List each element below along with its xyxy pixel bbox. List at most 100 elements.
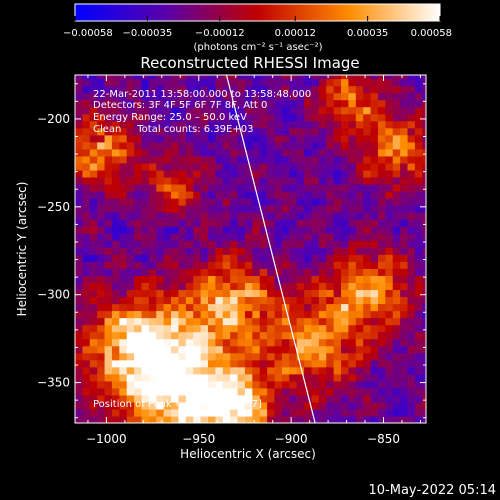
- heatmap-cell: [259, 155, 268, 164]
- heatmap-cell: [171, 401, 180, 410]
- heatmap-cell: [200, 352, 209, 361]
- heatmap-cell: [97, 282, 106, 291]
- heatmap-cell: [148, 408, 157, 417]
- heatmap-cell: [259, 113, 268, 122]
- heatmap-cell: [222, 148, 231, 157]
- heatmap-cell: [200, 120, 209, 129]
- heatmap-cell: [222, 191, 231, 199]
- heatmap-cell: [274, 233, 283, 241]
- heatmap-cell: [414, 75, 423, 80]
- heatmap-cell: [104, 92, 113, 101]
- heatmap-cell: [333, 75, 342, 80]
- heatmap-cell: [385, 233, 394, 241]
- heatmap-cell: [89, 183, 98, 192]
- heatmap-cell: [244, 338, 253, 347]
- heatmap-cell: [392, 415, 401, 423]
- heatmap-cell: [208, 75, 216, 80]
- heatmap-cell: [333, 240, 342, 248]
- heatmap-cell: [208, 183, 216, 192]
- heatmap-cell: [414, 261, 423, 269]
- heatmap-cell: [385, 92, 394, 101]
- heatmap-cell: [111, 380, 120, 389]
- heatmap-cell: [185, 275, 194, 283]
- heatmap-cell: [326, 394, 335, 403]
- heatmap-cell: [178, 240, 187, 248]
- heatmap-cell: [141, 401, 150, 410]
- heatmap-cell: [363, 317, 372, 326]
- heatmap-cell: [333, 415, 342, 423]
- heatmap-cell: [222, 261, 231, 269]
- heatmap-cell: [163, 254, 172, 262]
- heatmap-cell: [274, 408, 283, 417]
- heatmap-cell: [208, 169, 216, 178]
- heatmap-cell: [348, 226, 357, 234]
- heatmap-cell: [333, 401, 342, 410]
- heatmap-cell: [259, 366, 268, 375]
- heatmap-cell: [215, 401, 224, 410]
- heatmap-cell: [244, 366, 253, 375]
- heatmap-cell: [97, 289, 106, 298]
- heatmap-cell: [392, 331, 401, 340]
- heatmap-cell: [414, 275, 423, 283]
- heatmap-cell: [385, 373, 394, 382]
- heatmap-cell: [237, 310, 246, 319]
- heatmap-cell: [355, 162, 364, 171]
- heatmap-cell: [148, 359, 157, 368]
- heatmap-cell: [326, 401, 335, 410]
- heatmap-cell: [126, 275, 135, 283]
- heatmap-cell: [119, 106, 128, 115]
- heatmap-cell: [400, 106, 409, 115]
- heatmap-cell: [200, 148, 209, 157]
- heatmap-cell: [385, 127, 394, 136]
- heatmap-cell: [215, 324, 224, 333]
- heatmap-cell: [341, 212, 350, 220]
- heatmap-cell: [193, 359, 202, 368]
- heatmap-cell: [126, 317, 135, 326]
- heatmap-cell: [377, 120, 386, 129]
- heatmap-cell: [171, 127, 180, 136]
- heatmap-cell: [407, 198, 416, 206]
- heatmap-cell: [259, 331, 268, 340]
- heatmap-cell: [341, 78, 350, 87]
- heatmap-cell: [377, 247, 386, 255]
- heatmap-cell: [156, 289, 165, 298]
- heatmap-cell: [134, 366, 143, 375]
- heatmap-cell: [318, 106, 327, 115]
- heatmap-cell: [244, 282, 253, 291]
- heatmap-cell: [289, 155, 298, 164]
- heatmap-cell: [156, 380, 165, 389]
- heatmap-cell: [171, 366, 180, 375]
- heatmap-cell: [422, 226, 426, 234]
- heatmap-cell: [178, 219, 187, 227]
- heatmap-cell: [222, 303, 231, 312]
- heatmap-cell: [385, 212, 394, 220]
- heatmap-cell: [274, 198, 283, 206]
- heatmap-cell: [200, 359, 209, 368]
- heatmap-cell: [281, 247, 290, 255]
- heatmap-cell: [400, 183, 409, 192]
- heatmap-cell: [311, 338, 320, 347]
- heatmap-cell: [304, 268, 313, 276]
- heatmap-cell: [244, 296, 253, 305]
- heatmap-cell: [193, 317, 202, 326]
- heatmap-cell: [208, 401, 216, 410]
- heatmap-cell: [414, 254, 423, 262]
- heatmap-cell: [141, 233, 150, 241]
- heatmap-cell: [385, 75, 394, 80]
- heatmap-cell: [318, 233, 327, 241]
- heatmap-cell: [178, 401, 187, 410]
- heatmap-cell: [304, 324, 313, 333]
- heatmap-cell: [296, 303, 305, 312]
- heatmap-cell: [119, 345, 128, 354]
- heatmap-cell: [333, 338, 342, 347]
- heatmap-cell: [274, 331, 283, 340]
- heatmap-cell: [341, 205, 350, 213]
- heatmap-cell: [304, 275, 313, 283]
- heatmap-cell: [296, 289, 305, 298]
- heatmap-cell: [311, 275, 320, 283]
- heatmap-cell: [215, 317, 224, 326]
- heatmap-cell: [171, 373, 180, 382]
- heatmap-cell: [252, 85, 261, 94]
- heatmap-cell: [185, 85, 194, 94]
- heatmap-cell: [75, 240, 83, 248]
